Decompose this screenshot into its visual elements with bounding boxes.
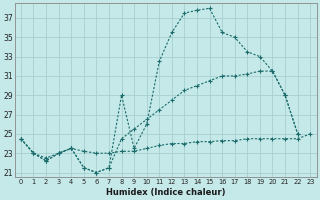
X-axis label: Humidex (Indice chaleur): Humidex (Indice chaleur) bbox=[106, 188, 225, 197]
